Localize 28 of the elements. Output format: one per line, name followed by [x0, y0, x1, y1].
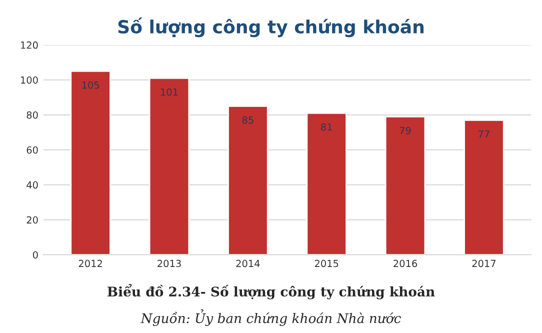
y-tick-label: 80: [26, 111, 38, 119]
data-label: 101: [161, 88, 178, 96]
x-tick-label: 2013: [158, 260, 181, 268]
bar: [464, 119, 504, 255]
y-tick-label: 40: [26, 181, 38, 189]
bar: [70, 70, 111, 255]
y-tick-label: 100: [21, 76, 38, 84]
text: Biểu đồ 2.34- Số lượng công ty chứng khoán: [108, 284, 435, 300]
bar: [148, 77, 190, 255]
y-tick-label: 20: [26, 216, 38, 224]
data-label: 85: [242, 116, 254, 124]
bar: [228, 105, 268, 255]
text: Nguồn: Ủy ban chứng khoán Nhà nước: [140, 309, 401, 326]
x-tick-label: 2015: [314, 260, 338, 268]
data-label: 105: [82, 81, 99, 89]
bar: [384, 116, 426, 255]
bar: [306, 112, 347, 255]
y-tick-label: 0: [32, 251, 38, 259]
data-label: 77: [478, 130, 490, 138]
x-tick-label: 2016: [394, 260, 418, 268]
x-tick-label: 2012: [78, 260, 102, 268]
x-tick-label: 2017: [472, 260, 496, 268]
y-tick-label: 60: [26, 146, 38, 154]
y-tick-label: 120: [21, 41, 38, 49]
data-label: 79: [400, 126, 411, 134]
data-label: 81: [321, 123, 332, 131]
chart-title: Số lượng công ty chứng khoán: [118, 18, 424, 38]
x-tick-label: 2014: [236, 260, 260, 268]
